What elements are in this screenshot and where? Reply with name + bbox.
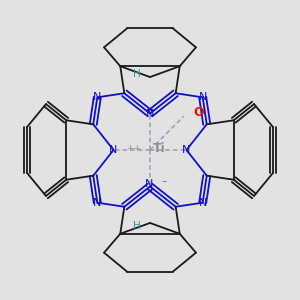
Text: H: H xyxy=(133,69,140,79)
Text: N: N xyxy=(93,198,101,208)
Text: N: N xyxy=(109,145,118,155)
Text: N: N xyxy=(145,179,153,189)
Text: N: N xyxy=(182,145,191,155)
Text: H: H xyxy=(133,221,140,231)
Text: Ti: Ti xyxy=(153,142,166,155)
Text: ⁻: ⁻ xyxy=(161,179,166,189)
Text: N: N xyxy=(93,92,101,102)
Text: O: O xyxy=(193,106,204,119)
Text: N: N xyxy=(199,198,207,208)
Text: N: N xyxy=(199,92,207,102)
Text: ++: ++ xyxy=(126,144,141,153)
Text: N: N xyxy=(146,109,154,118)
